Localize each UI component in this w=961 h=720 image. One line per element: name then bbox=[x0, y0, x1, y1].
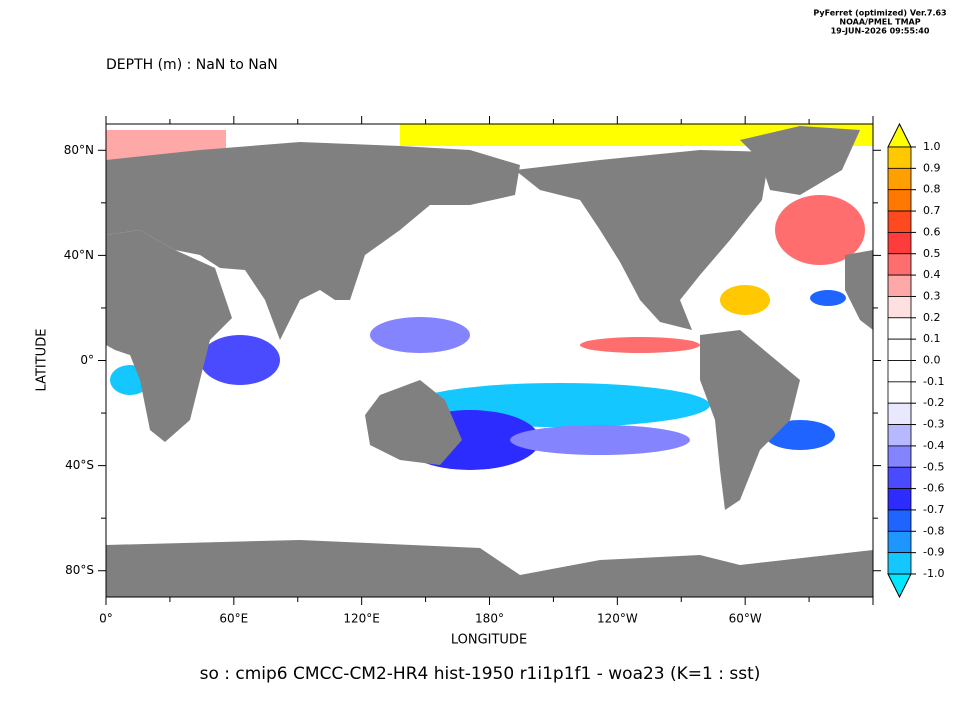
orange-patch bbox=[720, 285, 770, 315]
colorbar-swatch bbox=[887, 530, 912, 554]
colorbar-label: -0.1 bbox=[923, 375, 944, 388]
x-tick-label: 60°E bbox=[219, 612, 248, 626]
blue-patch bbox=[510, 425, 690, 455]
colorbar-swatch bbox=[887, 381, 912, 404]
colorbar-label: -0.2 bbox=[923, 396, 944, 409]
colorbar-label: 0.4 bbox=[923, 268, 941, 281]
greenland bbox=[740, 126, 860, 195]
program-label: PyFerret (optimized) Ver.7.63 bbox=[813, 9, 946, 18]
y-tick-label: 0° bbox=[80, 353, 94, 367]
organization-label: NOAA/PMEL TMAP bbox=[839, 18, 920, 27]
colorbar-swatch bbox=[887, 146, 912, 169]
map-area bbox=[105, 123, 874, 598]
colorbar-swatch bbox=[887, 338, 912, 361]
colorbar-label: -0.3 bbox=[923, 418, 944, 431]
colorbar-swatch bbox=[887, 274, 912, 297]
blue-patch bbox=[810, 290, 846, 306]
colorbar-label: -0.9 bbox=[923, 546, 944, 559]
colorbar-swatch bbox=[887, 317, 912, 340]
colorbar-label: 1.0 bbox=[923, 140, 941, 153]
x-tick-label: 120°W bbox=[597, 612, 638, 626]
colorbar-label: 0.9 bbox=[923, 161, 941, 174]
colorbar-swatch bbox=[887, 210, 912, 233]
colorbar-swatch bbox=[887, 552, 912, 575]
x-tick-label: 180° bbox=[475, 612, 504, 626]
south-america bbox=[700, 330, 800, 510]
x-tick-label: 120°E bbox=[343, 612, 380, 626]
timestamp-label: 19-JUN-2026 09:55:40 bbox=[831, 27, 930, 36]
colorbar-label: 0.5 bbox=[923, 247, 941, 260]
africa bbox=[106, 230, 232, 442]
colorbar-label: 0.1 bbox=[923, 332, 941, 345]
y-tick-label: 40°S bbox=[65, 458, 94, 472]
colorbar-label: -1.0 bbox=[923, 567, 944, 580]
colorbar-swatch bbox=[887, 231, 912, 255]
colorbar-swatch bbox=[887, 189, 912, 212]
x-tick-label: 60°W bbox=[729, 612, 762, 626]
colorbar: 1.0 0.9 0.8 0.7 0.6 0.5 0.4 0.3 0.2 0.1 0.0 -0.1 -0.… bbox=[887, 122, 944, 599]
y-tick-label: 80°N bbox=[64, 143, 94, 157]
colorbar-bottom-triangle bbox=[887, 573, 912, 599]
colorbar-swatch bbox=[887, 488, 912, 511]
colorbar-top-triangle bbox=[887, 122, 912, 148]
colorbar-swatch bbox=[887, 445, 912, 468]
eurasia bbox=[106, 142, 520, 340]
colorbar-label: -0.4 bbox=[923, 439, 944, 452]
colorbar-label: -0.8 bbox=[923, 524, 944, 537]
x-axis-label: LONGITUDE bbox=[451, 633, 527, 648]
colorbar-swatch bbox=[887, 402, 912, 425]
blue-patch bbox=[200, 335, 280, 385]
colorbar-label: 0.3 bbox=[923, 289, 941, 302]
red-patch bbox=[775, 195, 865, 265]
west-africa bbox=[845, 250, 873, 330]
blue-patch bbox=[370, 317, 470, 353]
y-tick-label: 40°N bbox=[64, 248, 94, 262]
colorbar-swatch bbox=[887, 253, 912, 276]
north-america bbox=[515, 150, 770, 330]
y-tick-label: 80°S bbox=[65, 563, 94, 577]
colorbar-label: -0.5 bbox=[923, 460, 944, 473]
colorbar-swatch bbox=[887, 167, 912, 191]
colorbar-swatch bbox=[887, 360, 912, 383]
colorbar-label: 0.8 bbox=[923, 183, 941, 196]
colorbar-swatch bbox=[887, 466, 912, 490]
plot-title: DEPTH (m) : NaN to NaN bbox=[106, 57, 278, 73]
red-patch bbox=[580, 337, 700, 353]
x-tick-label: 0° bbox=[99, 612, 113, 626]
colorbar-swatch bbox=[887, 296, 912, 319]
australia bbox=[365, 380, 462, 465]
colorbar-label: 0.7 bbox=[923, 204, 941, 217]
colorbar-label: 0.6 bbox=[923, 225, 941, 238]
antarctica bbox=[106, 540, 873, 597]
colorbar-label: 0.0 bbox=[923, 354, 941, 367]
colorbar-label: 0.2 bbox=[923, 311, 941, 324]
colorbar-label: -0.6 bbox=[923, 482, 944, 495]
caption: so : cmip6 CMCC-CM2-HR4 hist-1950 r1i1p1… bbox=[200, 664, 761, 684]
colorbar-label: -0.7 bbox=[923, 503, 944, 516]
colorbar-swatch bbox=[887, 509, 912, 532]
axes: 0° 60°E 120°E 180° 120°W 60°W 80°N 40°N 0° 40°S 80… bbox=[64, 116, 881, 626]
colorbar-swatch bbox=[887, 424, 912, 447]
y-axis-label: LATITUDE bbox=[35, 329, 50, 392]
